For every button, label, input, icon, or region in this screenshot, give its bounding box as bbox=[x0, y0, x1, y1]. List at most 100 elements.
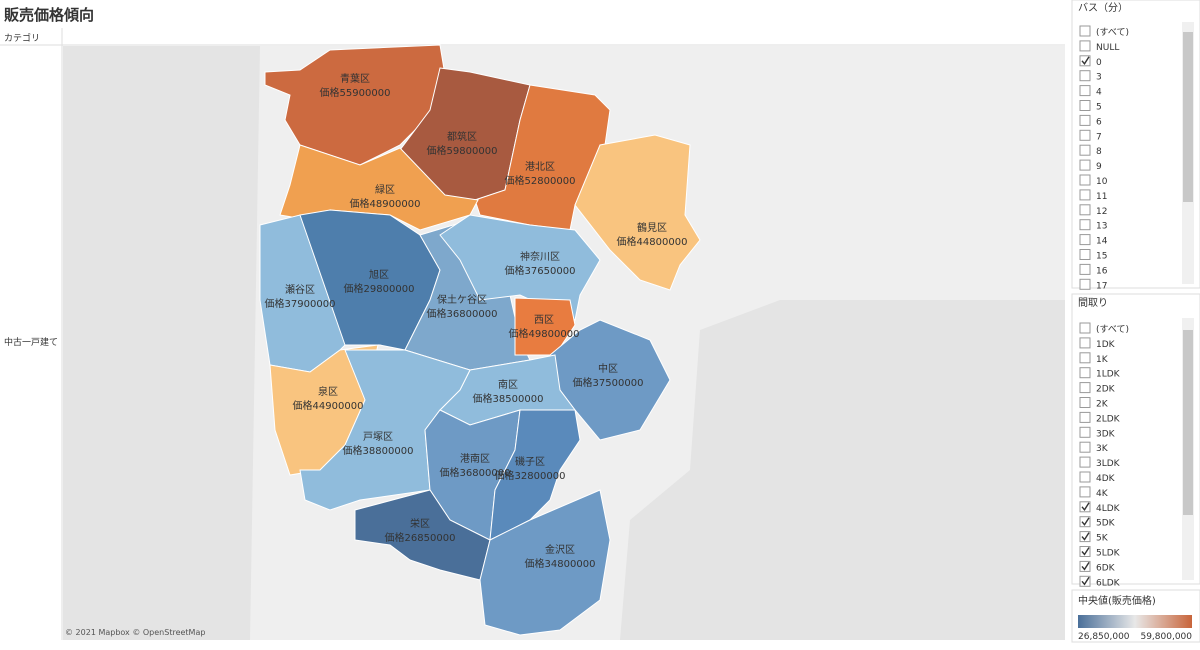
checkbox[interactable] bbox=[1079, 575, 1091, 587]
checkbox[interactable] bbox=[1079, 278, 1091, 290]
filter-item[interactable]: 3LDK bbox=[1096, 459, 1121, 469]
region[interactable] bbox=[514, 297, 576, 356]
filter-item[interactable]: 2K bbox=[1096, 400, 1109, 410]
filter-item[interactable]: 5K bbox=[1096, 534, 1109, 544]
region[interactable] bbox=[354, 489, 491, 581]
scroll-thumb[interactable] bbox=[1183, 330, 1193, 515]
filter-item[interactable]: 7 bbox=[1096, 132, 1102, 142]
checkbox[interactable] bbox=[1079, 219, 1091, 231]
filter-item[interactable]: 0 bbox=[1096, 58, 1102, 68]
region-name: 鶴見区 bbox=[637, 221, 667, 234]
region-name: 金沢区 bbox=[545, 543, 575, 556]
filter-item[interactable]: 8 bbox=[1096, 147, 1102, 157]
checkbox[interactable] bbox=[1079, 263, 1091, 275]
scroll-thumb[interactable] bbox=[1183, 32, 1193, 202]
filter-title: 間取り bbox=[1078, 297, 1108, 309]
filter-item[interactable]: 5LDK bbox=[1096, 549, 1121, 559]
checkbox[interactable] bbox=[1079, 114, 1091, 126]
filter-item[interactable]: 13 bbox=[1096, 222, 1107, 232]
region-price: 価格55900000 bbox=[320, 86, 391, 99]
region-name: 港南区 bbox=[460, 452, 490, 465]
filter-item[interactable]: 5 bbox=[1096, 103, 1102, 113]
region-name: 南区 bbox=[498, 378, 518, 391]
checkbox[interactable] bbox=[1079, 367, 1091, 379]
region[interactable] bbox=[299, 349, 471, 511]
filter-item[interactable]: 4LDK bbox=[1096, 504, 1121, 514]
region-price: 価格26850000 bbox=[385, 531, 456, 544]
checkbox[interactable] bbox=[1079, 337, 1091, 349]
filter-item[interactable]: 4K bbox=[1096, 489, 1109, 499]
checkbox[interactable] bbox=[1079, 322, 1091, 334]
checkbox[interactable] bbox=[1079, 144, 1091, 156]
region-name: 栄区 bbox=[410, 518, 430, 530]
filter-item[interactable]: 12 bbox=[1096, 207, 1107, 217]
checkbox[interactable] bbox=[1079, 174, 1091, 186]
checkbox[interactable] bbox=[1079, 352, 1091, 364]
checkbox[interactable] bbox=[1079, 531, 1091, 543]
filter-item[interactable]: 6LDK bbox=[1096, 578, 1121, 588]
check-mark bbox=[1081, 56, 1090, 65]
checkbox[interactable] bbox=[1079, 40, 1091, 52]
filter-item[interactable]: 1LDK bbox=[1096, 370, 1121, 380]
checkbox[interactable] bbox=[1079, 456, 1091, 468]
checkbox[interactable] bbox=[1079, 426, 1091, 438]
filter-item[interactable]: 5DK bbox=[1096, 519, 1116, 529]
region[interactable] bbox=[264, 44, 446, 166]
region-price: 価格37650000 bbox=[505, 264, 576, 277]
checkbox[interactable] bbox=[1079, 546, 1091, 557]
filter-item[interactable]: 15 bbox=[1096, 252, 1107, 262]
checkbox[interactable] bbox=[1079, 382, 1091, 394]
filter-item[interactable]: 6DK bbox=[1096, 563, 1116, 573]
filter-item[interactable]: (すべて) bbox=[1096, 324, 1129, 335]
filter-item[interactable]: 6 bbox=[1096, 117, 1102, 127]
filter-item[interactable]: 17 bbox=[1096, 281, 1107, 291]
checkbox[interactable] bbox=[1079, 100, 1091, 111]
region-price: 価格37500000 bbox=[573, 376, 644, 389]
filter-item[interactable]: 4DK bbox=[1096, 474, 1116, 484]
checkbox[interactable] bbox=[1079, 189, 1091, 201]
filter-item[interactable]: NULL bbox=[1096, 43, 1119, 53]
checkbox[interactable] bbox=[1079, 55, 1091, 67]
check-mark bbox=[1081, 517, 1090, 526]
checkbox[interactable] bbox=[1079, 397, 1091, 408]
filter-item[interactable]: 14 bbox=[1096, 237, 1108, 247]
region-price: 価格29800000 bbox=[344, 282, 415, 295]
checkbox[interactable] bbox=[1079, 486, 1091, 498]
filter-panel bbox=[1071, 0, 1200, 289]
checkbox[interactable] bbox=[1079, 516, 1091, 528]
checkbox[interactable] bbox=[1079, 441, 1091, 453]
filter-item[interactable]: 2LDK bbox=[1096, 414, 1121, 424]
checkbox[interactable] bbox=[1079, 471, 1091, 483]
filter-item[interactable]: 1K bbox=[1096, 355, 1109, 365]
filter-item[interactable]: (すべて) bbox=[1096, 27, 1129, 38]
checkbox[interactable] bbox=[1079, 25, 1091, 37]
checkbox[interactable] bbox=[1079, 501, 1091, 513]
checkbox[interactable] bbox=[1079, 411, 1091, 423]
region[interactable] bbox=[574, 134, 701, 291]
region[interactable] bbox=[489, 409, 581, 541]
region[interactable] bbox=[479, 489, 611, 636]
filter-item[interactable]: 3 bbox=[1096, 73, 1102, 83]
filter-item[interactable]: 1DK bbox=[1096, 340, 1116, 350]
filter-item[interactable]: 11 bbox=[1096, 192, 1107, 202]
checkbox[interactable] bbox=[1079, 129, 1091, 141]
checkbox[interactable] bbox=[1079, 70, 1091, 82]
checkbox[interactable] bbox=[1079, 159, 1091, 171]
region-price: 価格32800000 bbox=[495, 469, 566, 482]
checkbox[interactable] bbox=[1079, 234, 1091, 246]
region[interactable] bbox=[279, 144, 479, 231]
filter-item[interactable]: 16 bbox=[1096, 266, 1108, 276]
filter-item[interactable]: 10 bbox=[1096, 177, 1108, 187]
filter-item[interactable]: 9 bbox=[1096, 162, 1102, 172]
filter-item[interactable]: 2DK bbox=[1096, 385, 1116, 395]
checkbox[interactable] bbox=[1079, 560, 1091, 572]
checkbox[interactable] bbox=[1079, 249, 1091, 260]
filter-item[interactable]: 3K bbox=[1096, 444, 1109, 454]
legend-max: 59,800,000 bbox=[1140, 632, 1192, 642]
region[interactable] bbox=[439, 214, 601, 321]
filter-panel bbox=[1071, 293, 1200, 585]
checkbox[interactable] bbox=[1079, 85, 1091, 97]
checkbox[interactable] bbox=[1079, 204, 1091, 216]
filter-item[interactable]: 3DK bbox=[1096, 429, 1116, 439]
filter-item[interactable]: 4 bbox=[1096, 88, 1102, 98]
